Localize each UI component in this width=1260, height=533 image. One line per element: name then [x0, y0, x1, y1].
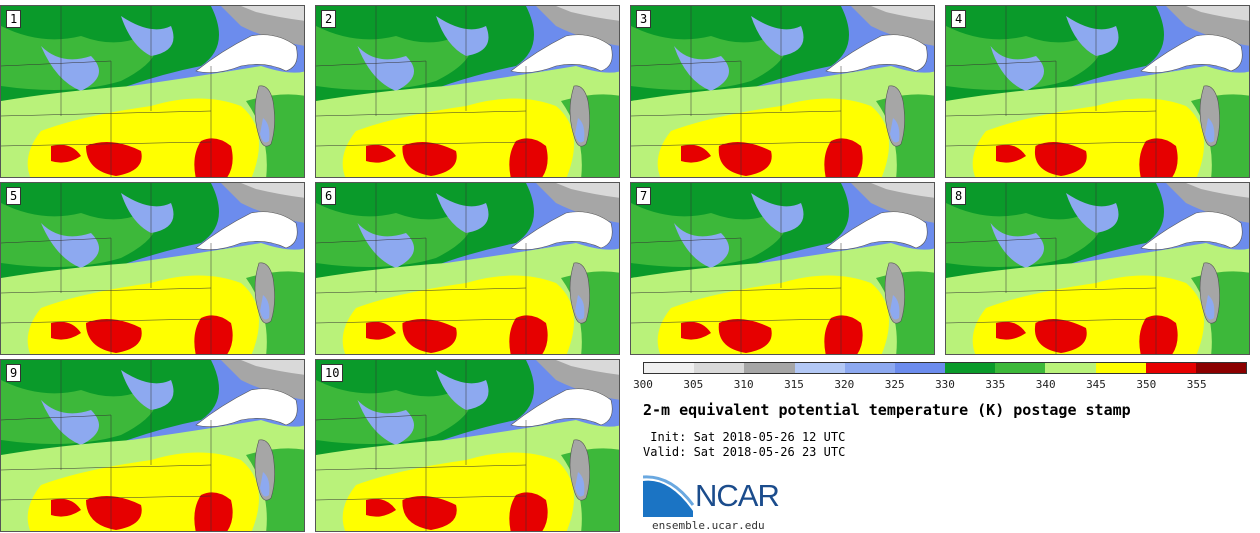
stamp-panel: 9 — [0, 359, 305, 532]
colorbar-segment — [744, 363, 795, 373]
colorbar-segment — [1195, 363, 1247, 373]
stamp-number: 8 — [951, 187, 967, 205]
colorbar-tick-label: 355 — [1186, 378, 1207, 391]
colorbar-segment — [1045, 363, 1096, 373]
colorbar-segment — [945, 363, 996, 373]
stamp-panel: 6 — [315, 182, 620, 355]
colorbar-tick-label: 320 — [834, 378, 855, 391]
stamp-number: 5 — [6, 187, 22, 205]
stamp-map — [316, 183, 619, 354]
colorbar-segment — [1095, 363, 1146, 373]
stamp-number: 1 — [6, 10, 22, 28]
init-time: Init: Sat 2018-05-26 12 UTC — [643, 430, 846, 444]
stamp-panel: 1 — [0, 5, 305, 178]
colorbar-segment — [794, 363, 845, 373]
stamp-number: 6 — [321, 187, 337, 205]
colorbar-segment — [894, 363, 946, 373]
colorbar-tick-label: 310 — [733, 378, 754, 391]
colorbar-tick-label: 330 — [935, 378, 955, 391]
colorbar-segment — [844, 363, 895, 373]
ncar-swoosh-icon — [642, 475, 695, 517]
colorbar-segment — [995, 363, 1046, 373]
stamp-number: 7 — [636, 187, 652, 205]
stamp-number: 3 — [636, 10, 652, 28]
stamp-panel: 5 — [0, 182, 305, 355]
stamp-panel: 4 — [945, 5, 1250, 178]
colorbar-segment — [694, 363, 745, 373]
stamp-map — [946, 6, 1249, 177]
stamp-panel: 10 — [315, 359, 620, 532]
stamp-map — [946, 183, 1249, 354]
stamp-number: 2 — [321, 10, 337, 28]
colorbar-tick-label: 345 — [1086, 378, 1106, 391]
ncar-logo: NCAR — [642, 475, 803, 520]
valid-time: Valid: Sat 2018-05-26 23 UTC — [643, 445, 846, 459]
logo-url: ensemble.ucar.edu — [652, 519, 765, 532]
colorbar — [643, 362, 1247, 374]
colorbar-tick-label: 315 — [784, 378, 804, 391]
figure-title: 2-m equivalent potential temperature (K)… — [643, 401, 1131, 419]
colorbar-tick-label: 340 — [1035, 378, 1056, 391]
colorbar-tick-label: 305 — [683, 378, 704, 391]
stamp-panel: 2 — [315, 5, 620, 178]
stamp-panel: 3 — [630, 5, 935, 178]
stamp-map — [1, 183, 304, 354]
colorbar-tick-label: 335 — [985, 378, 1006, 391]
colorbar-tick-label: 325 — [884, 378, 905, 391]
stamp-map — [631, 183, 934, 354]
stamp-map — [316, 360, 619, 531]
stamp-map — [316, 6, 619, 177]
stamp-number: 4 — [951, 10, 967, 28]
colorbar-segment — [1145, 363, 1196, 373]
colorbar-ticks: 300 305 310 315 320 325 330 335 340 345 350 355 — [633, 378, 1247, 392]
stamp-map — [631, 6, 934, 177]
colorbar-tick-label: 300 — [633, 378, 653, 391]
colorbar-segment — [644, 363, 695, 373]
logo-text: NCAR — [695, 478, 780, 513]
colorbar-tick-label: 350 — [1136, 378, 1157, 391]
stamp-map — [1, 360, 304, 531]
time-info: Init: Sat 2018-05-26 12 UTC Valid: Sat 2… — [643, 430, 845, 460]
stamp-panel: 7 — [630, 182, 935, 355]
stamp-number: 10 — [321, 364, 344, 382]
stamp-panel: 8 — [945, 182, 1250, 355]
stamp-map — [1, 6, 304, 177]
stamp-number: 9 — [6, 364, 22, 382]
